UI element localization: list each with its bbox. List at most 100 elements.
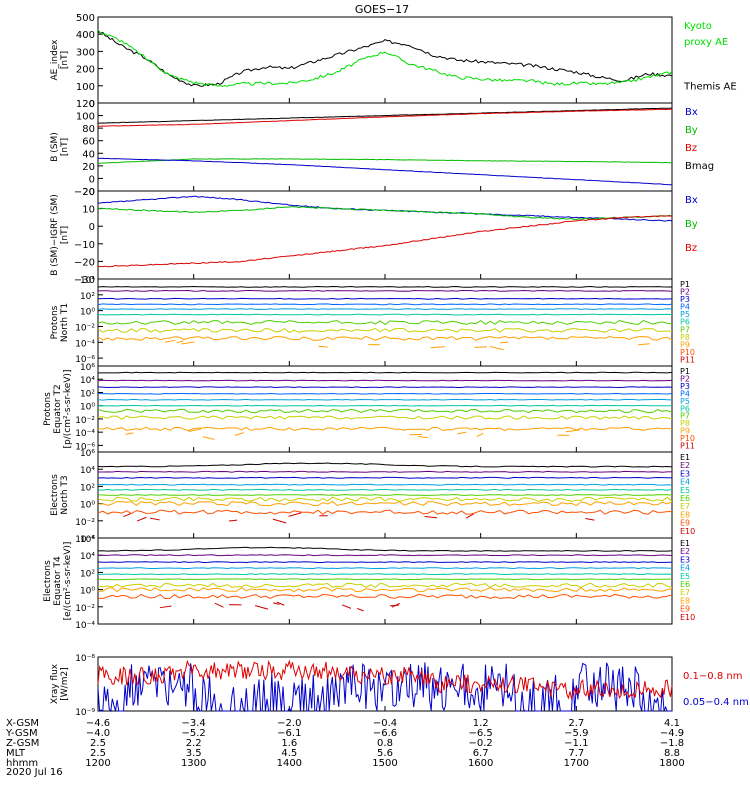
y-axis-label: [nT] <box>60 138 70 156</box>
x-tick-label: −4.0 <box>86 728 110 739</box>
legend-entry: E10 <box>680 613 695 622</box>
series-fragment <box>457 431 467 435</box>
legend-entry: P10 <box>680 434 695 443</box>
y-tick-label: 10⁴ <box>80 552 95 562</box>
series-fragment <box>272 602 280 605</box>
legend-entry: P1 <box>680 367 690 376</box>
series-line <box>97 554 673 557</box>
y-axis-label: [nT] <box>60 226 70 244</box>
y-tick-label: 300 <box>76 47 95 58</box>
legend-entry: P2 <box>680 288 690 297</box>
legend-entry: E3 <box>680 555 690 564</box>
series-fragment <box>136 516 147 522</box>
legend-entry: 0.05−0.4 nm <box>683 697 749 708</box>
y-tick-label: −30 <box>74 275 95 286</box>
x-tick-label: −5.2 <box>182 728 206 739</box>
y-tick-label: 10⁻⁹ <box>75 708 95 718</box>
series-fragment <box>123 513 131 518</box>
y-tick-label: 0 <box>89 99 95 110</box>
x-tick-label: −5.9 <box>564 728 588 739</box>
y-tick-label: −20 <box>74 187 95 198</box>
y-tick-label: 40 <box>82 149 95 160</box>
legend-entry: P9 <box>680 340 690 349</box>
series-fragment <box>288 512 302 517</box>
x-tick-label: −0.2 <box>469 738 493 749</box>
y-tick-label: 10⁻⁴ <box>75 535 95 545</box>
series-fragment <box>389 604 400 607</box>
series-fragment <box>176 340 184 344</box>
figure-title: GOES−17 <box>355 3 409 16</box>
series-fragment <box>234 432 244 436</box>
x-tick-label: −4.9 <box>660 728 684 739</box>
y-tick-label: 10⁰ <box>80 587 95 597</box>
series-line <box>97 30 673 87</box>
y-tick-label: 10⁻⁴ <box>75 429 95 439</box>
x-tick-label: 1400 <box>277 758 302 769</box>
legend-entry: P5 <box>680 310 690 319</box>
series-fragment <box>318 345 328 348</box>
series-line <box>97 195 673 222</box>
series-fragment <box>565 429 580 433</box>
series-fragment <box>474 346 488 348</box>
series-line <box>97 379 673 382</box>
y-axis-label: North T3 <box>60 475 70 514</box>
panel-5: Protons Equator T2 [p/(cm²-s-sr-keV)] 10⁻⁶ 1… <box>43 363 695 453</box>
x-tick-label: 1.2 <box>473 718 489 729</box>
y-axis-label: Protons <box>50 305 60 339</box>
x-tick-label: 2.5 <box>90 748 106 759</box>
x-tick-label: −1.8 <box>660 738 684 749</box>
series-line <box>97 494 673 496</box>
y-axis-label: B (SM)−IGRF (SM) <box>50 194 60 276</box>
legend-entry: E4 <box>680 478 690 487</box>
series-line <box>97 297 673 300</box>
y-tick-label: 0 <box>89 222 95 233</box>
x-tick-label: 8.8 <box>664 748 680 759</box>
series-line <box>97 327 672 333</box>
y-tick-label: 10⁻² <box>75 323 95 333</box>
series-fragment <box>202 436 215 440</box>
x-tick-label: 1.6 <box>281 738 297 749</box>
legend-entry: By <box>685 219 698 230</box>
y-tick-label: 10⁻² <box>75 416 95 426</box>
series-line <box>97 398 673 401</box>
y-axis-label: [e/(cm²-s-sr-keV)] <box>63 542 73 621</box>
y-tick-label: 10² <box>80 389 95 399</box>
legend-entry: E9 <box>680 519 690 528</box>
x-tick-label: 1200 <box>85 758 110 769</box>
legend-entry: E8 <box>680 596 690 605</box>
y-axis-label: B (SM) <box>50 132 60 162</box>
y-tick-label: 10⁶ <box>80 449 95 459</box>
y-tick-label: 10⁴ <box>80 466 95 476</box>
legend-entry: P8 <box>680 419 690 428</box>
y-tick-label: 10⁶ <box>80 535 95 545</box>
x-tick-label: 2.5 <box>90 738 106 749</box>
legend-entry: P9 <box>680 427 690 436</box>
series-line <box>97 215 673 268</box>
legend-entry: P4 <box>680 303 690 312</box>
x-tick-label: 3.5 <box>186 748 202 759</box>
series-fragment <box>125 432 134 435</box>
series-line <box>98 392 673 395</box>
y-tick-label: 10⁻⁶ <box>75 355 95 365</box>
series-fragment <box>214 602 224 608</box>
series-line <box>97 496 673 502</box>
y-tick-label: 10² <box>80 292 95 302</box>
series-line <box>97 289 673 292</box>
series-fragment <box>499 341 509 344</box>
y-tick-label: 500 <box>76 13 95 24</box>
x-tick-label: 1300 <box>181 758 206 769</box>
legend-entry: E1 <box>680 539 690 548</box>
legend-entry: E2 <box>680 547 690 556</box>
legend-entry: P8 <box>680 333 690 342</box>
legend-entry: P4 <box>680 389 690 398</box>
series-line <box>97 408 673 414</box>
series-fragment <box>149 517 160 521</box>
series-line <box>98 586 673 593</box>
x-tick-label: −0.4 <box>373 718 397 729</box>
legend-entry: E2 <box>680 461 690 470</box>
legend-entry: P7 <box>680 412 690 421</box>
x-row-label: Y-GSM <box>5 728 38 739</box>
y-tick-label: 10⁴ <box>80 376 95 386</box>
series-fragment <box>638 343 650 346</box>
series-line <box>97 29 673 87</box>
